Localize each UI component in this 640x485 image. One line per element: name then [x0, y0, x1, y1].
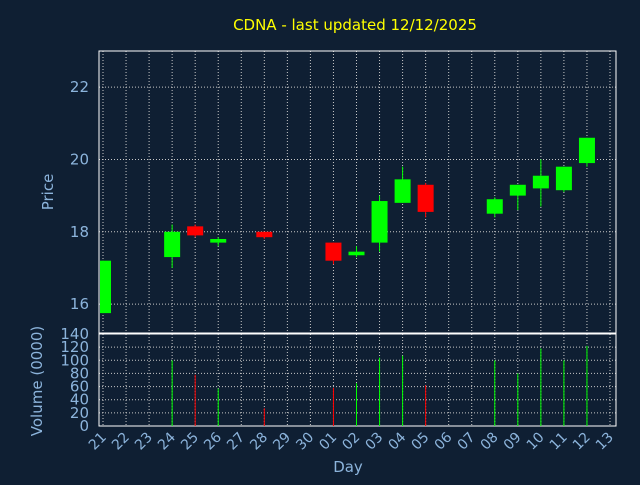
candle-body: [371, 201, 388, 243]
volume-tick-label: 60: [70, 378, 89, 396]
candle-body: [486, 199, 503, 214]
candle-body: [256, 231, 273, 238]
x-tick-label: 09: [501, 430, 525, 454]
candle-body: [348, 251, 365, 256]
volume-tick-label: 20: [70, 404, 89, 422]
volume-tick-label: 100: [60, 351, 89, 369]
price-panel-frame: [98, 50, 617, 334]
volume-tick-label: 80: [70, 364, 89, 382]
volume-grid: [99, 333, 616, 427]
volume-panel-frame: [98, 333, 617, 427]
candle-body: [555, 166, 572, 191]
volume-tick-label: 40: [70, 391, 89, 409]
candle-body: [100, 260, 111, 314]
candle-body: [394, 179, 411, 203]
x-tick-label: 04: [385, 429, 409, 453]
x-axis-label: Day: [333, 458, 363, 476]
x-tick-label: 21: [86, 430, 110, 454]
x-tick-label: 25: [178, 430, 202, 454]
x-tick-label: 13: [593, 430, 617, 454]
x-tick-label: 24: [155, 429, 179, 453]
x-tick-label: 12: [570, 430, 594, 454]
x-tick-label: 01: [316, 430, 340, 454]
x-tick-label: 28: [247, 430, 271, 454]
candle-body: [210, 239, 227, 243]
price-tick-label: 16: [70, 295, 89, 313]
volume-tick-label: 140: [60, 325, 89, 343]
x-tick-label: 27: [224, 430, 248, 454]
x-tick-label: 23: [132, 430, 156, 454]
x-tick-label: 07: [455, 430, 479, 454]
x-tick-label: 22: [109, 430, 133, 454]
chart-title: CDNA - last updated 12/12/2025: [233, 16, 477, 34]
price-tick-label: 18: [70, 223, 89, 241]
x-tick-label: 29: [270, 430, 294, 454]
price-tick-label: 20: [70, 150, 89, 168]
x-tick-label: 26: [201, 429, 225, 453]
candle-body: [187, 226, 204, 236]
x-tick-label: 30: [293, 430, 317, 454]
candle-body: [164, 231, 181, 258]
x-tick-label: 03: [362, 430, 386, 454]
x-tick-label: 08: [478, 430, 502, 454]
candle-body: [325, 242, 342, 261]
volume-bars: [171, 345, 588, 426]
volume-tick-label: 0: [79, 417, 89, 435]
volume-axis-label: Volume (0000): [28, 326, 46, 436]
candle-body: [417, 184, 434, 212]
price-grid: [99, 51, 616, 333]
candles: [100, 137, 595, 314]
candle-body: [532, 175, 549, 189]
price-y-ticks: 16 18 20 22: [70, 78, 89, 313]
x-tick-label: 11: [547, 430, 571, 454]
price-axis-label: Price: [39, 174, 57, 211]
x-ticks: 21 22 23 24 25 26 27 28 29 30 01 02 03 04 05 06 07 08 09 10…: [86, 429, 617, 453]
candle-body: [509, 184, 526, 196]
x-tick-label: 05: [409, 430, 433, 454]
volume-tick-label: 120: [60, 338, 89, 356]
candle-body: [578, 137, 595, 164]
price-tick-label: 22: [70, 78, 89, 96]
x-tick-label: 06: [432, 429, 456, 453]
x-tick-label: 02: [339, 430, 363, 454]
x-tick-label: 10: [524, 430, 548, 454]
